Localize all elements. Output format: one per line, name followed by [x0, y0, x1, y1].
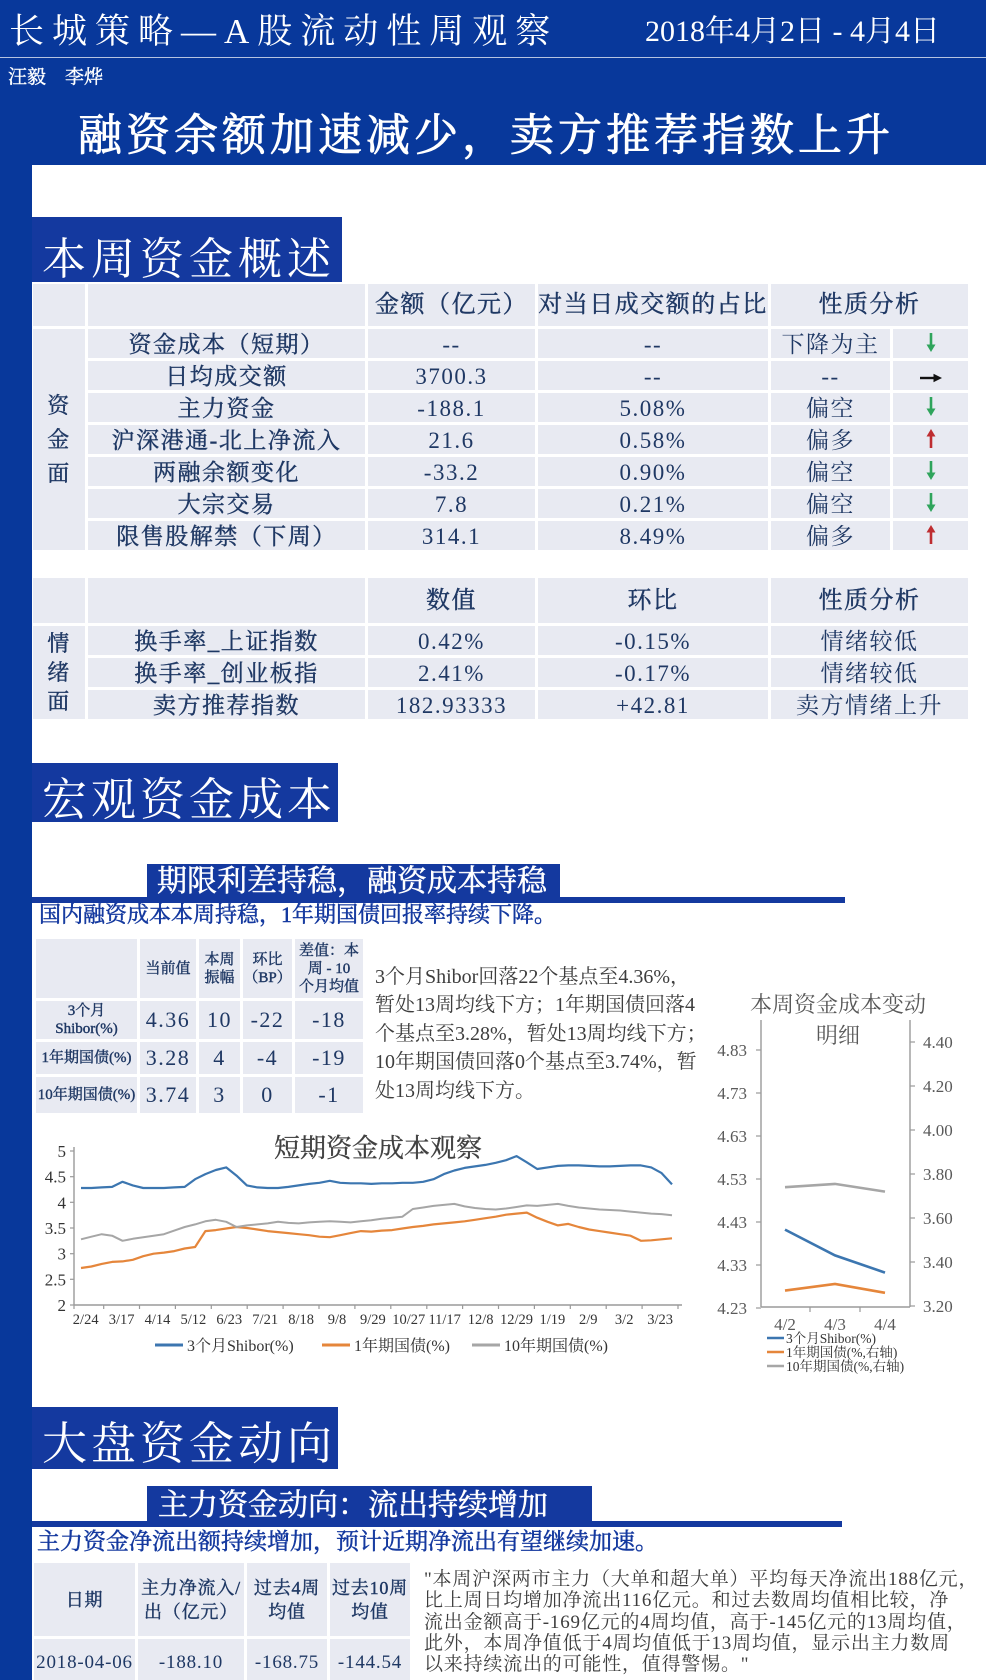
- svg-text:4/4: 4/4: [874, 1315, 896, 1334]
- svg-text:11/17: 11/17: [428, 1312, 461, 1328]
- svg-text:4.83: 4.83: [717, 1041, 747, 1060]
- svg-text:本周资金成本变动: 本周资金成本变动: [750, 992, 926, 1017]
- svg-text:10年期国债(%,右轴): 10年期国债(%,右轴): [786, 1358, 904, 1374]
- svg-text:4.63: 4.63: [717, 1127, 747, 1146]
- svg-text:4.23: 4.23: [717, 1299, 747, 1318]
- svg-text:3个月Shibor(%): 3个月Shibor(%): [187, 1337, 294, 1355]
- svg-text:3: 3: [58, 1245, 67, 1264]
- svg-text:4.00: 4.00: [923, 1121, 953, 1140]
- svg-text:4.73: 4.73: [717, 1084, 747, 1103]
- svg-text:4.5: 4.5: [45, 1168, 66, 1187]
- svg-text:3.5: 3.5: [45, 1219, 66, 1238]
- svg-text:2.5: 2.5: [45, 1270, 66, 1289]
- svg-text:9/8: 9/8: [328, 1312, 347, 1328]
- svg-text:1年期国债(%,右轴): 1年期国债(%,右轴): [786, 1344, 897, 1360]
- svg-text:3/17: 3/17: [109, 1312, 135, 1328]
- svg-text:4/3: 4/3: [824, 1315, 846, 1334]
- svg-text:3/23: 3/23: [647, 1312, 673, 1328]
- svg-text:4/14: 4/14: [145, 1312, 172, 1328]
- svg-text:3.20: 3.20: [923, 1297, 953, 1316]
- svg-text:2/24: 2/24: [73, 1312, 100, 1328]
- svg-text:10/27: 10/27: [392, 1312, 425, 1328]
- svg-text:1/19: 1/19: [540, 1312, 566, 1328]
- svg-text:6/23: 6/23: [216, 1312, 242, 1328]
- svg-text:明细: 明细: [816, 1023, 860, 1048]
- svg-text:8/18: 8/18: [288, 1312, 314, 1328]
- svg-text:短期资金成本观察: 短期资金成本观察: [274, 1134, 482, 1163]
- svg-text:4: 4: [58, 1193, 67, 1212]
- svg-text:3.40: 3.40: [923, 1253, 953, 1272]
- svg-text:12/8: 12/8: [468, 1312, 494, 1328]
- svg-text:4.20: 4.20: [923, 1077, 953, 1096]
- svg-text:2: 2: [58, 1296, 67, 1315]
- svg-text:3.80: 3.80: [923, 1165, 953, 1184]
- svg-text:1年期国债(%): 1年期国债(%): [354, 1336, 450, 1355]
- svg-text:4.40: 4.40: [923, 1033, 953, 1052]
- svg-text:4.53: 4.53: [717, 1170, 747, 1189]
- svg-text:3.60: 3.60: [923, 1209, 953, 1228]
- svg-text:3/2: 3/2: [615, 1312, 634, 1328]
- svg-text:2/9: 2/9: [579, 1312, 598, 1328]
- svg-text:4/2: 4/2: [774, 1315, 796, 1334]
- svg-text:5: 5: [58, 1142, 67, 1161]
- svg-text:5/12: 5/12: [181, 1312, 207, 1328]
- svg-text:7/21: 7/21: [252, 1312, 278, 1328]
- svg-text:3个月Shibor(%): 3个月Shibor(%): [786, 1331, 876, 1346]
- svg-text:12/29: 12/29: [500, 1312, 533, 1328]
- svg-text:4.33: 4.33: [717, 1256, 747, 1275]
- svg-text:4.43: 4.43: [717, 1213, 747, 1232]
- svg-text:10年期国债(%): 10年期国债(%): [504, 1336, 608, 1355]
- svg-text:9/29: 9/29: [360, 1312, 386, 1328]
